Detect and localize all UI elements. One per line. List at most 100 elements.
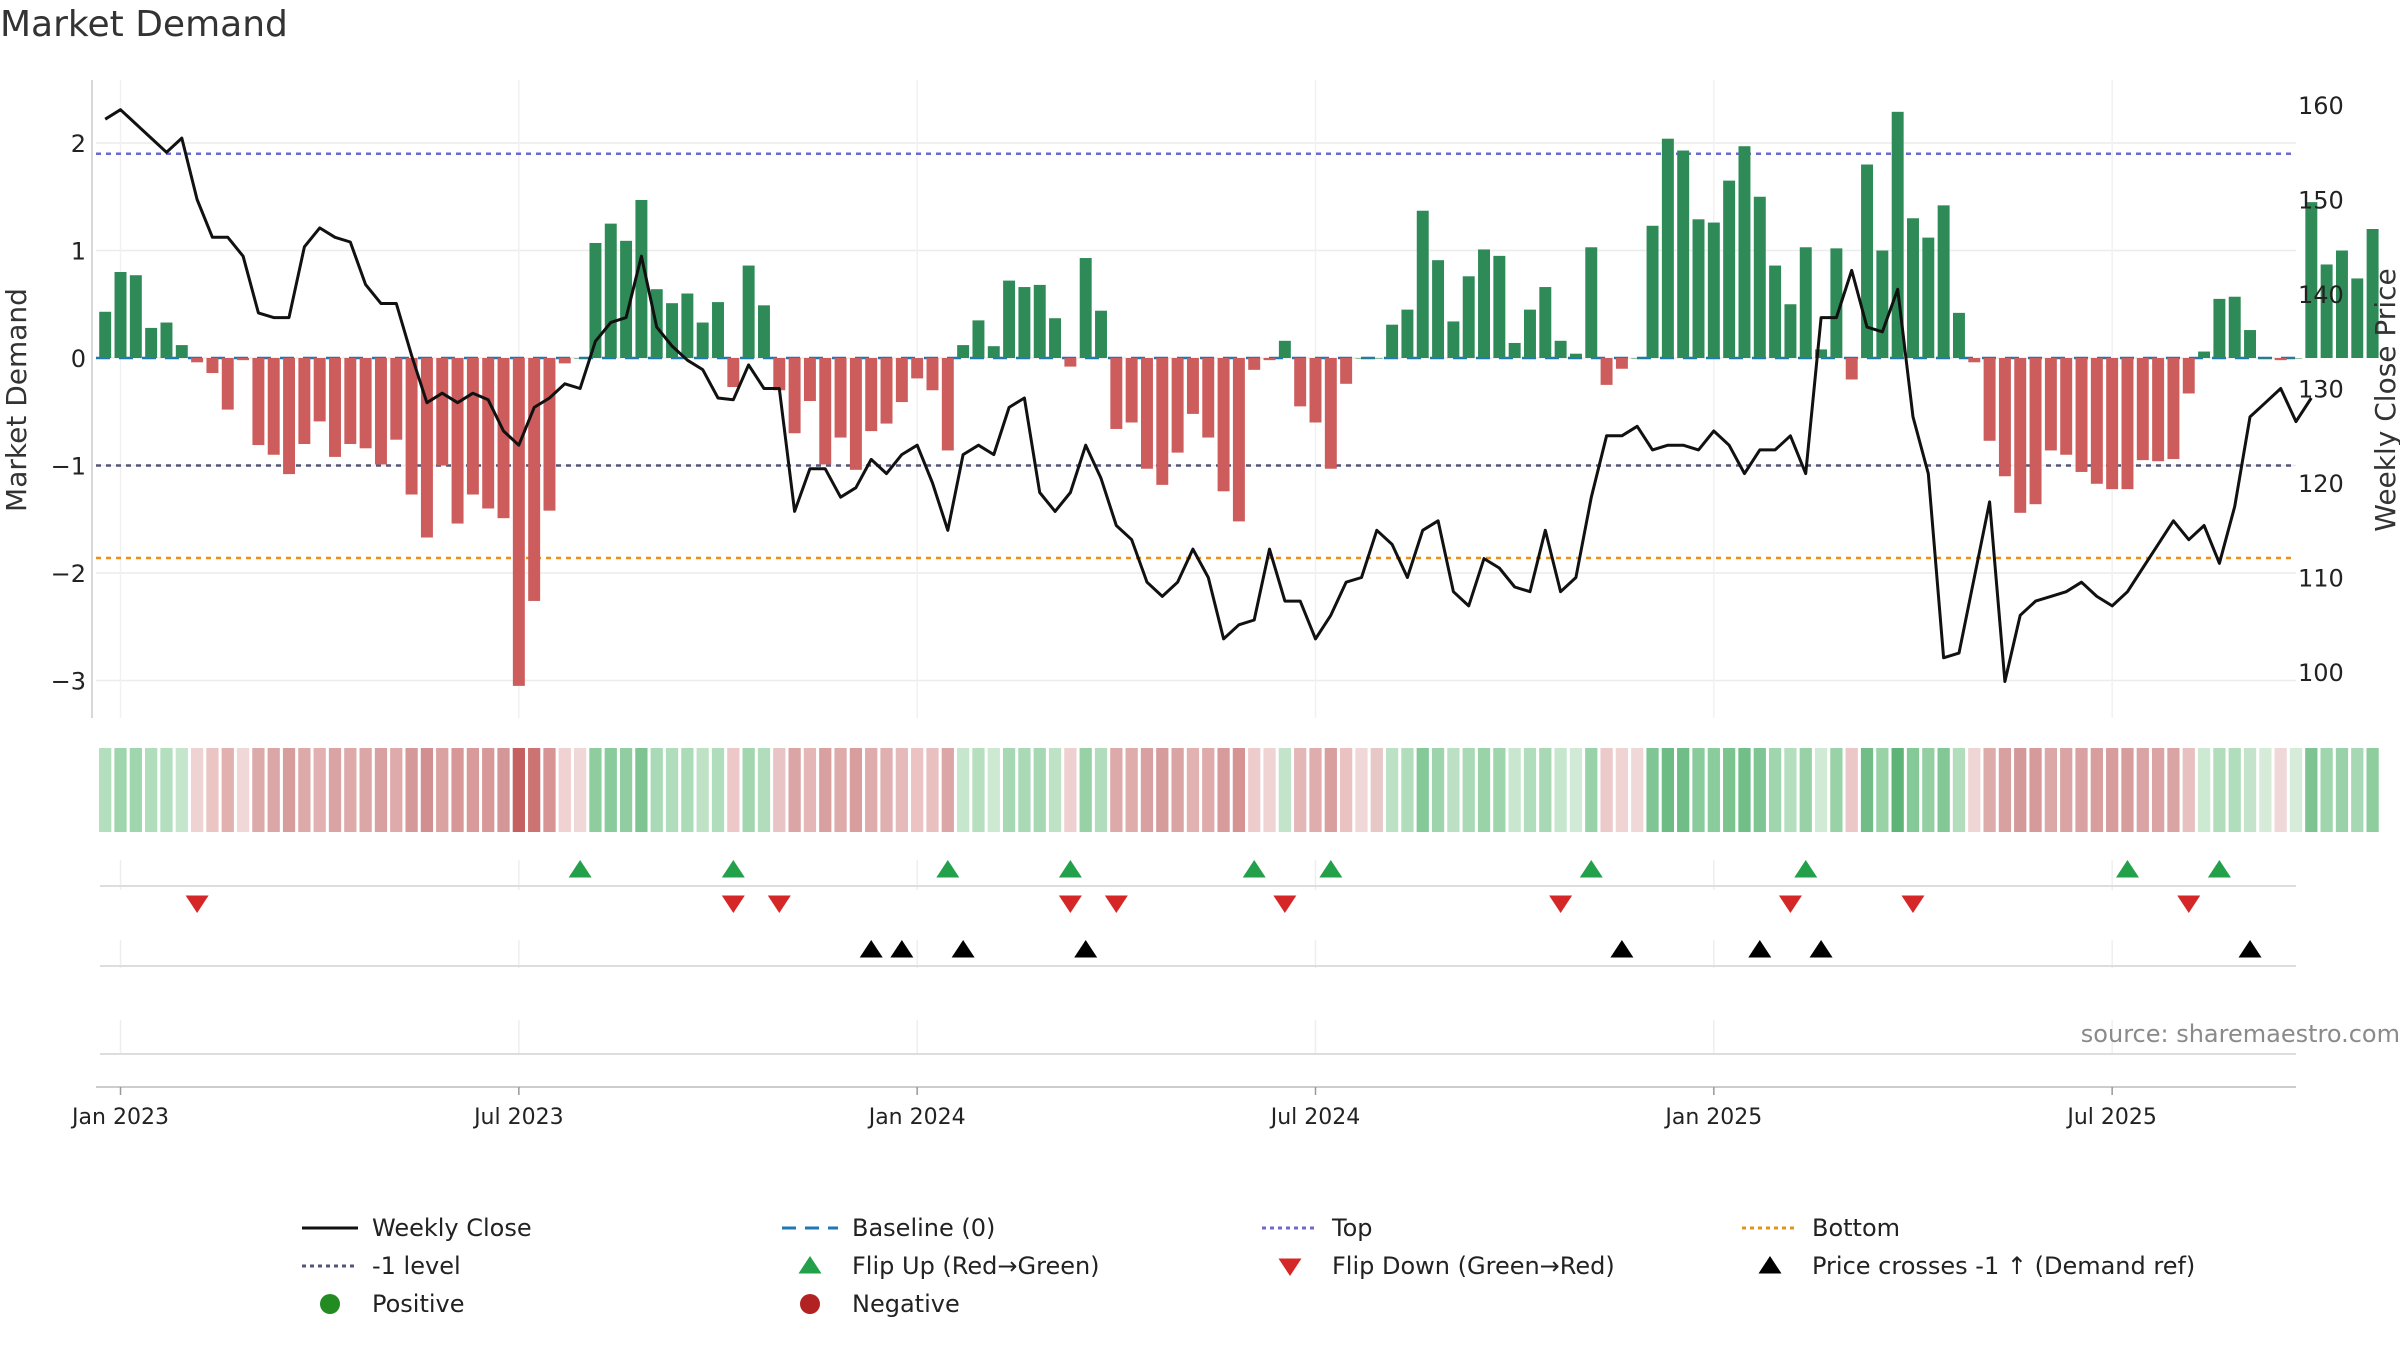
strip-cell — [819, 748, 832, 832]
strip-cell — [451, 748, 464, 832]
demand-bar — [2136, 358, 2149, 461]
demand-bar — [1156, 358, 1169, 485]
y2-tick-label: 150 — [2298, 187, 2344, 215]
strip-cell — [2121, 748, 2134, 832]
legend-symbol — [1742, 1226, 1798, 1230]
strip-cell — [1385, 748, 1399, 832]
strip-cell — [1615, 748, 1629, 832]
strip-cell — [1033, 748, 1046, 832]
flip-down-marker — [1549, 895, 1573, 913]
legend-symbol — [800, 1294, 820, 1314]
y-tick-label: 0 — [71, 345, 86, 373]
demand-bar — [1922, 237, 1935, 358]
strip-cell — [405, 748, 418, 832]
demand-bar — [1738, 146, 1751, 358]
demand-bar — [1079, 258, 1092, 358]
demand-bar — [129, 275, 142, 358]
demand-bar — [313, 358, 326, 422]
strip-cell — [1064, 748, 1077, 832]
strip-cell — [2060, 748, 2073, 832]
demand-bar — [1784, 304, 1797, 358]
strip-cell — [2106, 748, 2119, 832]
flip-up-marker — [1058, 860, 1082, 878]
demand-bar — [1631, 358, 1644, 359]
strip-cell — [1248, 748, 1261, 832]
demand-bar — [1141, 358, 1153, 469]
legend-item: Negative — [780, 1286, 960, 1322]
demand-bar — [1478, 249, 1490, 358]
strip-cell — [2335, 748, 2349, 832]
demand-bar — [1830, 248, 1843, 358]
strip-cell — [1416, 748, 1429, 832]
demand-bar — [206, 358, 219, 374]
demand-bar — [359, 358, 372, 449]
strip-cell — [558, 748, 571, 832]
strip-cell — [1493, 748, 1506, 832]
strip-cell — [2090, 748, 2103, 832]
flip-down-marker — [1273, 895, 1297, 913]
demand-bar — [819, 358, 832, 465]
strip-cell — [1340, 748, 1353, 832]
demand-bar — [1876, 250, 1889, 358]
strip-cell — [1202, 748, 1215, 832]
demand-bar — [482, 358, 495, 509]
demand-bar — [681, 293, 694, 358]
legend-label: Flip Up (Red→Green) — [852, 1252, 1100, 1280]
legend-item: Weekly Close — [300, 1210, 532, 1246]
strip-cell — [650, 748, 663, 832]
strip-cell — [619, 748, 633, 832]
demand-bar — [589, 242, 602, 358]
price-line-layer — [104, 108, 2313, 683]
legend-marker — [1758, 1256, 1782, 1274]
strip-cell — [1140, 748, 1154, 832]
y2-tick-label: 110 — [2298, 565, 2344, 593]
weekly-close-line — [104, 108, 2313, 683]
strip-cell — [359, 748, 372, 832]
strip-cell — [252, 748, 265, 832]
demand-bar — [1952, 312, 1965, 358]
price-cross-marker — [1748, 940, 1772, 958]
strip-cell — [1094, 748, 1108, 832]
strip-cell — [2213, 748, 2226, 832]
strip-cell — [1937, 748, 1950, 832]
strip-cell — [788, 748, 801, 832]
strip-cell — [742, 748, 755, 832]
demand-bar — [1171, 358, 1184, 453]
demand-bar — [1600, 358, 1613, 385]
demand-bar — [283, 358, 296, 475]
strip-cell — [1431, 748, 1445, 832]
strip-cell — [880, 748, 893, 832]
strip-cell — [696, 748, 709, 832]
demand-bar — [2213, 298, 2226, 358]
strip-cell — [1554, 748, 1567, 832]
demand-bar — [466, 358, 479, 495]
legend-symbol — [1262, 1226, 1318, 1230]
y-tick-label: −1 — [51, 453, 86, 481]
strip-cell — [390, 748, 403, 832]
demand-bar — [911, 358, 924, 379]
legend-item: Positive — [300, 1286, 465, 1322]
strip-cell — [2182, 748, 2195, 832]
demand-bar — [436, 358, 449, 466]
demand-bar — [1263, 358, 1276, 361]
strip-cell — [282, 748, 296, 832]
strip-cell — [267, 748, 280, 832]
strip-cell — [1738, 748, 1751, 832]
strip-cell — [727, 748, 740, 832]
demand-bar — [1003, 280, 1016, 358]
demand-bar — [99, 311, 112, 358]
strip-cell — [1692, 748, 1705, 832]
demand-bar — [191, 358, 204, 363]
demand-bar — [1033, 284, 1046, 358]
legend: Weekly Close Baseline (0) Top Bottom -1 leve… — [300, 1210, 2260, 1330]
demand-bar — [558, 358, 571, 364]
strip-cell — [1508, 748, 1521, 832]
demand-bar — [2290, 358, 2302, 359]
strip-cell — [160, 748, 173, 832]
strip-cell — [344, 748, 357, 832]
demand-bar — [1018, 287, 1031, 358]
demand-bar — [2274, 358, 2287, 361]
price-cross-marker — [859, 940, 883, 958]
demand-bar — [1462, 276, 1475, 358]
legend-item: Bottom — [1740, 1210, 1900, 1246]
